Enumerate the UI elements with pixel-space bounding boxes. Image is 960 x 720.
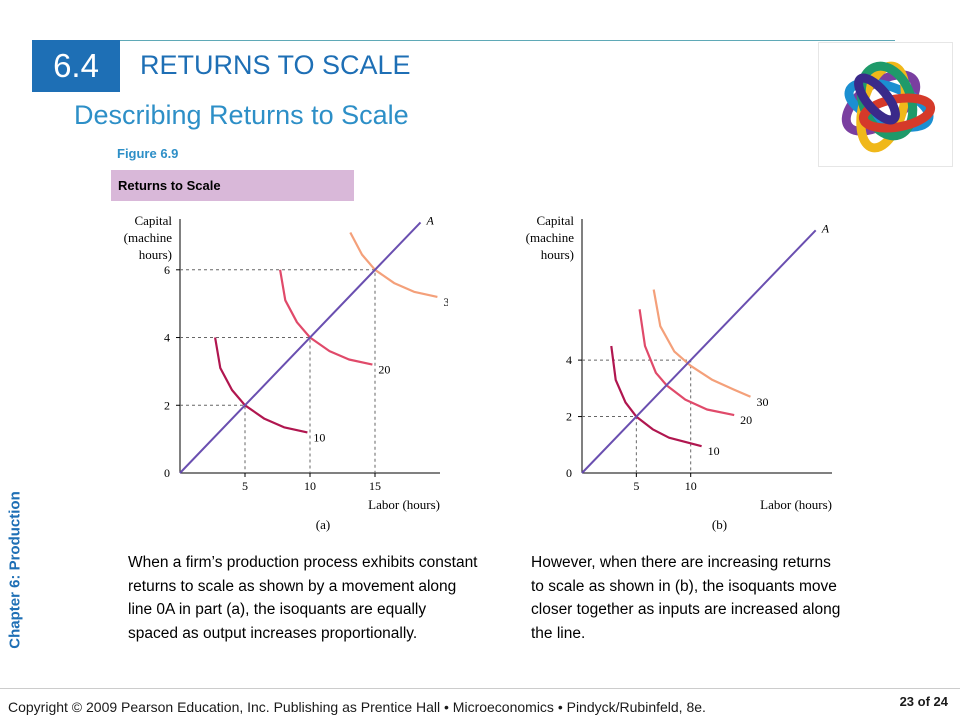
origin-label: 0 [164,466,170,480]
dashed-guide [180,337,311,473]
y-axis-label: hours) [139,247,172,262]
y-tick-label: 6 [164,263,170,277]
x-tick-label: 15 [369,479,381,493]
chapter-label-text: Chapter 6: Production [6,491,24,649]
y-axis-label: Capital [134,213,172,228]
chapter-label: Chapter 6: Production [0,470,30,670]
y-axis-label: (machine [124,230,173,245]
x-axis-label: Labor (hours) [368,497,440,512]
y-tick-label: 2 [164,398,170,412]
ray-line [179,221,422,474]
isoquant-label: 10 [708,444,720,458]
rings-logo [818,42,953,167]
section-title: RETURNS TO SCALE [140,50,411,80]
chart-panel-b: Capital (machine hours) Labor (hours) (b) 0 5 1… [505,205,845,545]
header-rule [120,40,895,41]
x-tick-label: 5 [242,479,248,493]
isoquant-label: 20 [378,363,390,377]
right-explanation: However, when there are increasing retur… [531,554,841,642]
y-tick-label: 2 [566,410,572,424]
isoquant-20 [279,269,373,366]
chart-a-svg: Capital (machine hours) Labor (hours) (a) 0 5 1… [124,213,456,532]
footer-rule [0,688,960,689]
x-tick-label: 5 [633,479,639,493]
isoquant-10 [214,337,308,434]
chart-b-svg: Capital (machine hours) Labor (hours) (b) 0 5 1… [526,213,832,532]
copyright-text: Copyright © 2009 Pearson Education, Inc.… [8,699,706,715]
rings-logo-icon [841,61,936,153]
isoquant-label: 10 [313,430,325,444]
dashed-guide [180,404,246,473]
section-number: 6.4 [53,47,99,84]
isoquant-30 [652,289,751,398]
y-tick-label: 4 [566,353,572,367]
origin-label: 0 [566,466,572,480]
ray-label: A [821,221,830,235]
figure-number: Figure 6.9 [117,146,179,161]
y-axis-label: hours) [541,247,574,262]
panel-label: (a) [316,517,330,532]
section-number-badge: 6.4 [32,40,120,92]
page-number: 23 of 24 [899,694,948,709]
isoquant-label: 30 [756,395,768,409]
slide-subtitle: Describing Returns to Scale [74,100,409,130]
x-axis-label: Labor (hours) [760,497,832,512]
isoquant-label: 30 [443,295,448,309]
y-tick-label: 4 [164,331,170,345]
ray-line [581,229,817,474]
isoquant-label: 20 [740,413,752,427]
y-axis-label: (machine [526,230,575,245]
panel-label: (b) [712,517,727,532]
figure-caption: Returns to Scale [111,170,354,201]
left-explanation: When a firm’s production process exhibit… [128,554,478,642]
isoquant-30 [349,231,438,298]
chart-panel-a: Capital (machine hours) Labor (hours) (a) 0 5 1… [108,205,456,545]
figure-caption-text: Returns to Scale [118,178,221,193]
ray-label: A [426,213,435,227]
x-tick-label: 10 [685,479,697,493]
x-tick-label: 10 [304,479,316,493]
y-axis-label: Capital [536,213,574,228]
